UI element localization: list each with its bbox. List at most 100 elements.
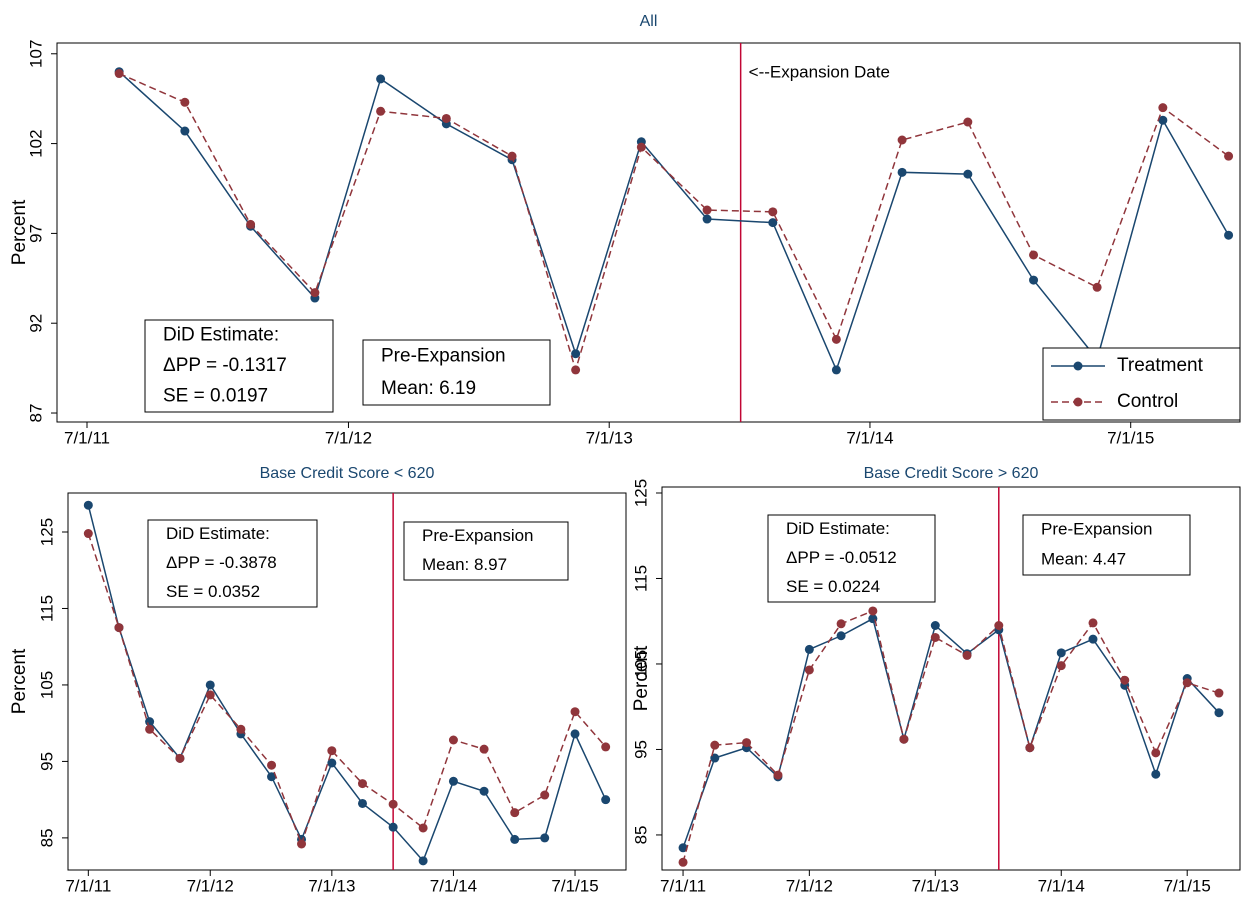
data-point xyxy=(836,631,846,641)
data-point xyxy=(510,834,520,844)
annotation-text: ΔPP = -0.3878 xyxy=(166,553,277,572)
y-tick-label: 95 xyxy=(631,740,650,759)
data-point xyxy=(930,620,940,630)
data-point xyxy=(702,205,712,215)
data-point xyxy=(963,169,973,179)
data-point xyxy=(388,799,398,809)
data-point xyxy=(310,288,320,298)
annotation-box xyxy=(767,514,936,603)
data-point xyxy=(507,151,517,161)
data-point xyxy=(601,742,611,752)
annotation-text: Mean: 8.97 xyxy=(422,555,507,574)
data-point xyxy=(1151,748,1161,758)
x-tick-label: 7/1/11 xyxy=(65,876,111,895)
annotation-box xyxy=(147,519,318,608)
data-point xyxy=(773,770,783,780)
data-point xyxy=(327,746,337,756)
data-point xyxy=(868,606,878,616)
series-line xyxy=(118,71,1230,373)
data-point xyxy=(441,113,451,123)
legend-box xyxy=(1042,347,1241,421)
data-point xyxy=(327,758,337,768)
series-line xyxy=(118,72,1230,373)
chart-title: Base Credit Score > 620 xyxy=(864,465,1039,482)
data-point xyxy=(376,74,386,84)
data-point xyxy=(768,207,778,217)
data-point xyxy=(1151,769,1161,779)
y-tick-label: 85 xyxy=(631,825,650,844)
x-tick-label: 7/1/15 xyxy=(1164,876,1211,895)
data-point xyxy=(83,529,93,539)
data-point xyxy=(1092,282,1102,292)
y-tick-label: 107 xyxy=(26,40,45,68)
annotation-text: DiD Estimate: xyxy=(786,519,890,538)
series-line xyxy=(87,533,607,847)
chart-title: Base Credit Score < 620 xyxy=(260,465,435,482)
data-point xyxy=(1158,115,1168,125)
annotation-text: ΔPP = -0.1317 xyxy=(163,355,287,376)
data-point xyxy=(710,740,720,750)
annotation-text: DiD Estimate: xyxy=(163,324,279,345)
data-point xyxy=(1224,230,1234,240)
data-point xyxy=(963,117,973,127)
annotation-box xyxy=(362,339,551,406)
annotation-text: ΔPP = -0.0512 xyxy=(786,548,897,567)
annotation-text: Mean: 6.19 xyxy=(381,378,476,399)
data-point xyxy=(570,707,580,717)
y-axis-label: Percent xyxy=(9,648,30,714)
annotation-box xyxy=(1022,514,1191,576)
data-point xyxy=(897,135,907,145)
data-point xyxy=(601,795,611,805)
data-point xyxy=(804,665,814,675)
x-tick-label: 7/1/13 xyxy=(586,428,633,447)
data-point xyxy=(418,856,428,866)
data-point xyxy=(570,729,580,739)
data-point xyxy=(899,734,909,744)
data-point xyxy=(930,632,940,642)
panel: Base Credit Score > 620 Percent 85 95 105 115… xyxy=(631,465,1241,895)
legend-label: Control xyxy=(1117,391,1178,412)
data-point xyxy=(246,219,256,229)
data-point xyxy=(114,69,124,79)
data-point xyxy=(83,500,93,510)
data-point xyxy=(175,753,185,763)
x-tick-label: 7/1/15 xyxy=(1107,428,1154,447)
data-point xyxy=(180,97,190,107)
data-point xyxy=(448,735,458,745)
data-point xyxy=(540,790,550,800)
data-point xyxy=(1120,675,1130,685)
annotation-text: SE = 0.0224 xyxy=(786,577,880,596)
annotation-box xyxy=(403,521,569,581)
legend-label: Treatment xyxy=(1117,355,1204,376)
y-tick-label: 87 xyxy=(26,404,45,423)
y-tick-label: 92 xyxy=(26,314,45,333)
legend-marker xyxy=(1073,397,1083,407)
data-point xyxy=(540,833,550,843)
data-point xyxy=(804,644,814,654)
y-tick-label: 102 xyxy=(26,129,45,157)
data-point xyxy=(114,623,124,633)
x-tick-label: 7/1/15 xyxy=(551,876,598,895)
data-point xyxy=(479,786,489,796)
x-tick-label: 7/1/12 xyxy=(187,876,234,895)
series-line xyxy=(682,617,1220,849)
data-point xyxy=(1029,275,1039,285)
data-point xyxy=(357,779,367,789)
x-tick-label: 7/1/14 xyxy=(846,428,893,447)
x-tick-label: 7/1/14 xyxy=(1038,876,1085,895)
annotation-box xyxy=(144,319,334,413)
y-tick-label: 97 xyxy=(26,224,45,243)
y-tick-label: 125 xyxy=(37,518,56,546)
annotation-text: SE = 0.0352 xyxy=(166,582,260,601)
data-point xyxy=(1214,708,1224,718)
data-point xyxy=(1056,648,1066,658)
data-point xyxy=(479,744,489,754)
data-point xyxy=(297,839,307,849)
data-point xyxy=(1158,103,1168,113)
y-axis-label: Percent xyxy=(9,199,30,265)
annotation-text: Pre-Expansion xyxy=(422,526,534,545)
data-point xyxy=(388,822,398,832)
data-point xyxy=(1025,743,1035,753)
y-tick-label: 85 xyxy=(37,828,56,847)
data-point xyxy=(962,650,972,660)
